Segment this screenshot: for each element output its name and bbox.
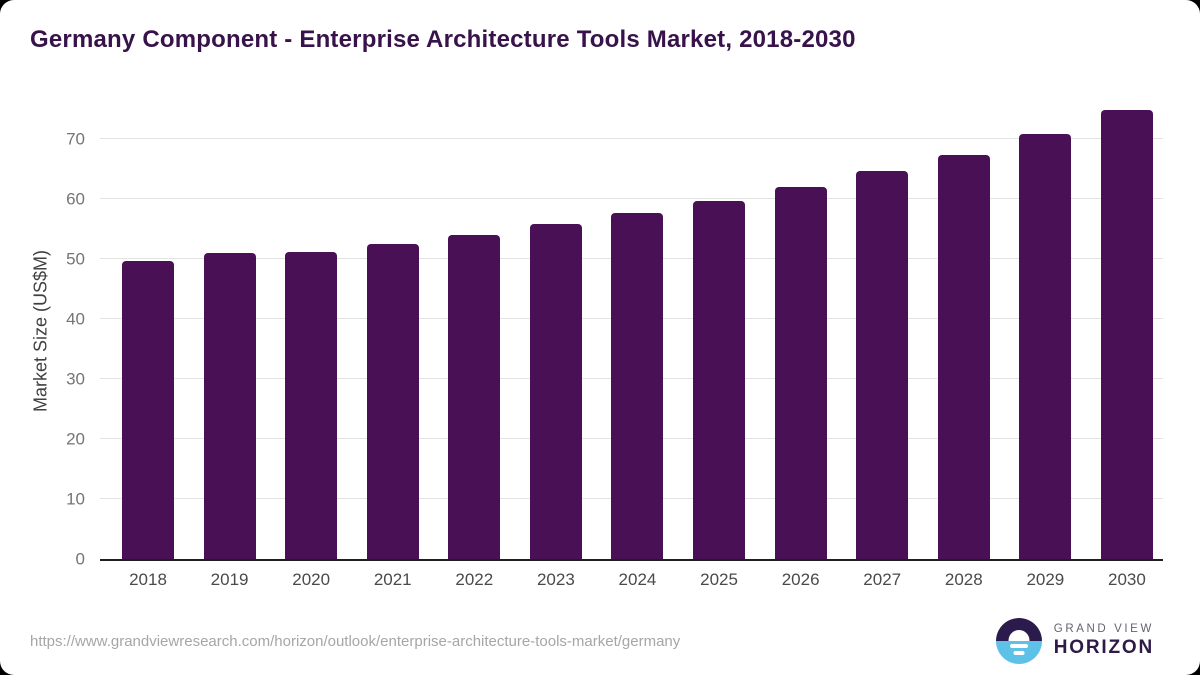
- y-axis-title: Market Size (US$M): [30, 249, 51, 413]
- x-tick-label-2025: 2025: [700, 570, 738, 589]
- x-tick-label-2028: 2028: [944, 570, 983, 589]
- y-tick-label-70: 70: [66, 129, 85, 149]
- x-tick-label-2021: 2021: [373, 570, 412, 589]
- logo-horizon-stripe-1: [1009, 644, 1028, 648]
- bar-2026: [774, 187, 827, 559]
- bar-2020: [285, 251, 338, 559]
- x-tick-label-2023: 2023: [536, 570, 575, 589]
- x-tick-label-2022: 2022: [455, 570, 494, 589]
- x-tick-label-2029: 2029: [1026, 570, 1065, 589]
- bar-2021: [366, 244, 419, 559]
- plot-area: 0 10 20 30 40 50 60 70: [66, 103, 1163, 568]
- bar-2024: [611, 213, 664, 559]
- y-tick-label-60: 60: [66, 189, 85, 209]
- y-tick-label-30: 30: [66, 369, 85, 389]
- x-tick-label-2019: 2019: [210, 570, 249, 589]
- y-tick-label-10: 10: [66, 489, 85, 509]
- footer: https://www.grandviewresearch.com/horizo…: [30, 618, 1154, 664]
- source-url: https://www.grandviewresearch.com/horizo…: [30, 632, 681, 650]
- x-tick-label-2018: 2018: [129, 570, 167, 589]
- bar-2028: [937, 154, 990, 559]
- x-tick-label-2024: 2024: [618, 570, 657, 589]
- logo-sun-arch-shape: [1008, 630, 1030, 641]
- x-tick-label-2020: 2020: [292, 570, 331, 589]
- bars-container: [100, 103, 1163, 559]
- y-tick-label-0: 0: [75, 549, 85, 569]
- y-tick-label-20: 20: [66, 429, 85, 449]
- bar-2018: [122, 260, 174, 559]
- grand-view-horizon-logo-icon: [995, 618, 1042, 664]
- bar-2022: [448, 235, 501, 559]
- bar-2019: [203, 253, 256, 559]
- logo-product-name: HORIZON: [1053, 637, 1154, 658]
- x-tick-label-2027: 2027: [863, 570, 902, 589]
- y-tick-label-50: 50: [66, 249, 85, 269]
- gridline-60: [100, 198, 1163, 199]
- bar-2029: [1019, 134, 1072, 559]
- bar-2030: [1100, 110, 1153, 559]
- brand-logo: GRAND VIEW HORIZON: [995, 618, 1154, 664]
- gridline-70: [100, 138, 1163, 139]
- logo-horizon-stripe-2: [1013, 651, 1025, 655]
- bar-2027: [856, 171, 909, 559]
- x-tick-label-2030: 2030: [1108, 570, 1146, 589]
- chart-title: Germany Component - Enterprise Architect…: [30, 26, 856, 53]
- bar-2023: [529, 224, 582, 559]
- logo-text: GRAND VIEW HORIZON: [1054, 623, 1154, 659]
- y-tick-label-40: 40: [66, 309, 85, 329]
- x-tick-label-2026: 2026: [781, 570, 820, 589]
- logo-brand-name: GRAND VIEW: [1053, 623, 1154, 635]
- x-axis-labels: 2018 2019 2020 2021 2022 2023 2024 2025 2026 2027…: [100, 570, 1163, 590]
- bar-2025: [693, 200, 746, 559]
